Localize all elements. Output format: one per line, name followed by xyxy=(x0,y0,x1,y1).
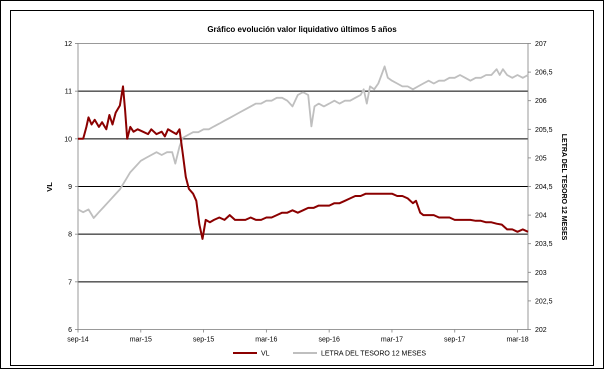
x-tick-label: sep-17 xyxy=(444,337,466,344)
y2-tick-label: 203 xyxy=(535,270,547,277)
y2-tick-label: 203,5 xyxy=(535,241,553,248)
y-tick-label: 7 xyxy=(68,279,72,286)
y2-tick-label: 207 xyxy=(535,41,547,48)
x-tick-label: mar-15 xyxy=(130,337,152,344)
y-tick-label: 11 xyxy=(65,89,72,96)
y2-tick-label: 204,5 xyxy=(535,184,553,191)
legend-item-vl-label: VL xyxy=(261,351,270,358)
y-tick-label: 6 xyxy=(68,327,72,334)
series-line-letra-tesoro xyxy=(77,65,529,219)
y2-tick-label: 204 xyxy=(535,213,547,220)
series-group xyxy=(77,65,529,240)
y2-axis-label: LETRA DEL TESORO 12 MESES xyxy=(560,134,567,241)
y2-tick-label: 205,5 xyxy=(535,127,553,134)
x-tick-label: mar-16 xyxy=(255,337,277,344)
y2-tick-label: 206,5 xyxy=(535,70,553,77)
y2-tick-label: 206 xyxy=(535,98,547,105)
y-tick-label: 8 xyxy=(68,232,72,239)
y2-tick-label: 202 xyxy=(535,327,547,334)
chart-title: Gráfico evolución valor liquidativo últi… xyxy=(207,25,397,34)
gridlines xyxy=(78,90,528,283)
y-tick-label: 9 xyxy=(68,184,72,191)
legend: VL LETRA DEL TESORO 12 MESES xyxy=(233,351,426,358)
y2-tick-label: 202,5 xyxy=(535,298,553,305)
y-axis-left: 6 7 8 9 10 11 12 xyxy=(64,41,78,334)
series-line-vl xyxy=(78,85,529,240)
legend-item-letra-tesoro-label: LETRA DEL TESORO 12 MESES xyxy=(321,351,426,358)
y-axis-label: VL xyxy=(45,182,54,192)
x-tick-label: sep-14 xyxy=(67,337,89,344)
x-tick-label: sep-16 xyxy=(318,337,340,344)
x-axis: sep-14 mar-15 sep-15 mar-16 sep-16 mar-17 sep-… xyxy=(67,329,529,344)
chart-area-border xyxy=(10,10,594,366)
x-tick-label: sep-15 xyxy=(193,337,215,344)
y-tick-label: 10 xyxy=(64,136,72,143)
y-tick-label: 12 xyxy=(64,41,72,48)
y2-tick-label: 205 xyxy=(535,155,547,162)
y-axis-right: 202 202,5 203 203,5 204 204,5 205 205,5 206 206,5… xyxy=(528,41,553,334)
x-tick-label: mar-17 xyxy=(381,337,403,344)
x-tick-label: mar-18 xyxy=(506,337,528,344)
